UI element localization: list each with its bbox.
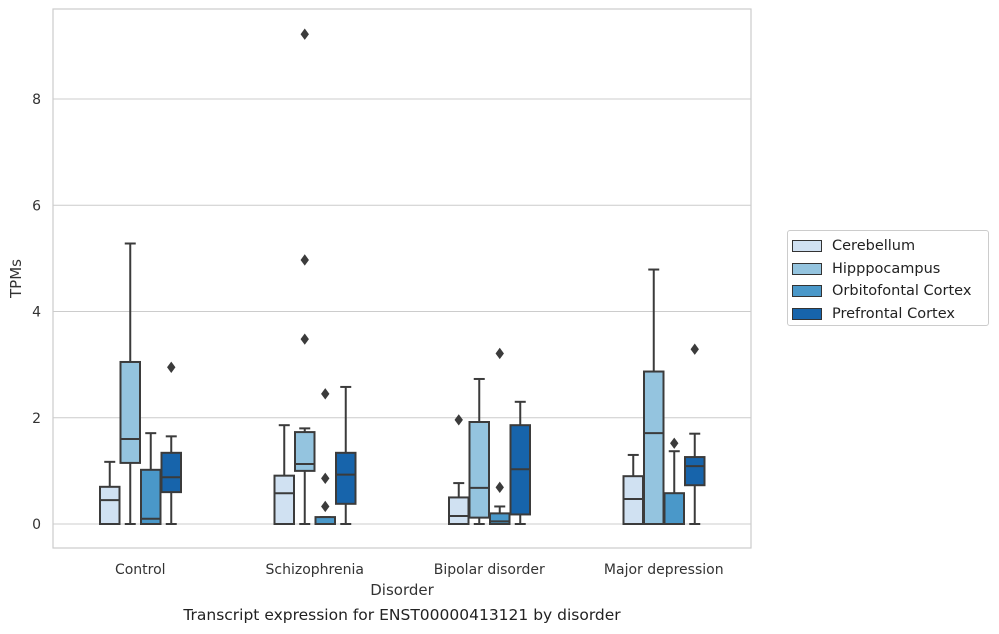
iqr-box: [663, 492, 685, 525]
x-tick-label: Bipolar disorder: [434, 562, 545, 578]
box-hipppocampus: [643, 268, 665, 525]
iqr-box: [99, 485, 121, 525]
x-tick-label: Major depression: [604, 562, 724, 578]
legend-swatch: [792, 262, 822, 275]
outlier-point: [454, 414, 463, 426]
iqr-box: [314, 516, 336, 525]
box-hipppocampus: [294, 28, 316, 525]
iqr-box: [119, 360, 141, 464]
legend-item: Prefrontal Cortex: [792, 303, 988, 326]
iqr-box: [294, 431, 316, 472]
box-orbitofontal-cortex: [489, 347, 511, 525]
iqr-box: [684, 456, 706, 487]
boxes: [99, 28, 706, 525]
box-cerebellum: [622, 453, 644, 525]
figure-caption: Transcript expression for ENST0000041312…: [183, 606, 621, 624]
outlier-point: [670, 437, 679, 449]
outlier-point: [495, 347, 504, 360]
legend-item: Orbitofontal Cortex: [792, 280, 988, 303]
legend-item: Hipppocampus: [792, 258, 988, 281]
iqr-box: [160, 451, 182, 494]
legend-swatch: [792, 307, 822, 320]
iqr-box: [489, 512, 511, 525]
box-cerebellum: [448, 414, 470, 525]
y-axis-label: TPMs: [7, 259, 25, 299]
box-orbitofontal-cortex: [314, 388, 336, 525]
iqr-box: [622, 475, 644, 525]
legend-label: Prefrontal Cortex: [832, 305, 955, 322]
outlier-point: [321, 500, 330, 513]
outlier-point: [321, 472, 330, 484]
x-tick-label: Control: [115, 562, 166, 578]
box-prefrontal-cortex: [684, 343, 706, 525]
plot-area-border: [52, 8, 752, 549]
box-prefrontal-cortex: [509, 400, 531, 525]
box-hipppocampus: [119, 242, 141, 525]
box-hipppocampus: [468, 377, 490, 525]
legend: Cerebellum Hipppocampus Orbitofontal Cor…: [787, 230, 989, 326]
outlier-point: [300, 28, 309, 40]
x-tick-label: Schizophrenia: [266, 562, 364, 578]
legend-item: Cerebellum: [792, 235, 988, 258]
box-prefrontal-cortex: [335, 385, 357, 525]
box-orbitofontal-cortex: [663, 437, 685, 525]
outlier-point: [300, 254, 309, 266]
y-tick-label: 8: [32, 92, 41, 108]
y-tick-label: 0: [32, 517, 41, 533]
outlier-point: [300, 333, 309, 345]
legend-label: Orbitofontal Cortex: [832, 283, 972, 300]
iqr-box: [468, 421, 490, 519]
y-tick-labels: 0 2 4 6 8: [32, 92, 41, 533]
iqr-box: [273, 474, 295, 525]
y-tick-label: 6: [32, 198, 41, 214]
iqr-box: [140, 468, 162, 525]
y-tick-label: 2: [32, 411, 41, 427]
y-tick-label: 4: [32, 305, 41, 321]
outlier-point: [321, 388, 330, 400]
box-orbitofontal-cortex: [140, 432, 162, 525]
box-cerebellum: [99, 460, 121, 525]
x-axis-label: Disorder: [370, 581, 434, 599]
iqr-box: [643, 370, 665, 525]
outlier-point: [495, 481, 504, 494]
x-tick-labels: Control Schizophrenia Bipolar disorder Majo…: [115, 562, 724, 578]
box-prefrontal-cortex: [160, 361, 182, 525]
outlier-point: [167, 361, 176, 373]
legend-swatch: [792, 240, 822, 253]
legend-swatch: [792, 285, 822, 298]
iqr-box: [448, 496, 470, 525]
legend-label: Hipppocampus: [832, 260, 941, 277]
legend-label: Cerebellum: [832, 238, 916, 255]
outlier-point: [690, 343, 699, 355]
iqr-box: [335, 451, 357, 505]
box-cerebellum: [273, 424, 295, 525]
